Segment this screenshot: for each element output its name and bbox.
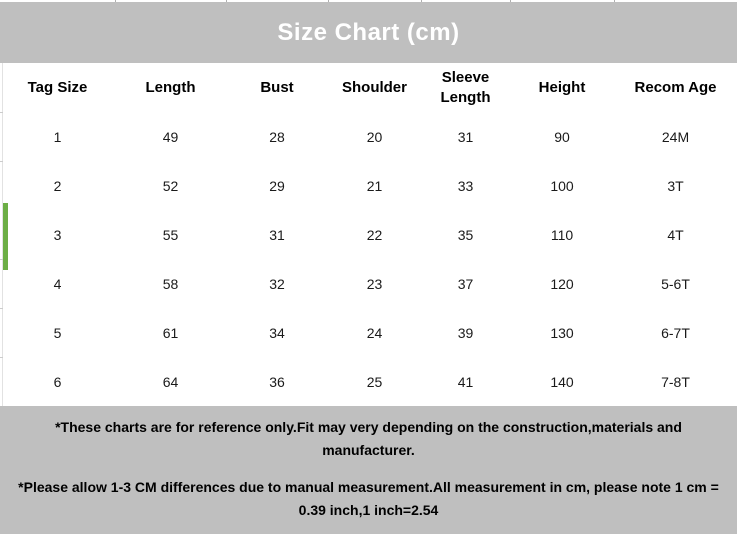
table-cell: 29 (269, 177, 285, 194)
table-cell: 5 (53, 324, 62, 341)
size-table: Tag Size Length Bust Shoulder Sleeve Len… (0, 63, 737, 406)
table-cell: 100 (550, 177, 574, 194)
table-cell: 22 (366, 226, 383, 243)
column-header-height: Height (538, 78, 586, 96)
scrollbar-thumb[interactable] (3, 203, 8, 270)
table-cell: 64 (162, 373, 179, 390)
table-cell: 52 (162, 177, 179, 194)
gridline-tick (0, 357, 3, 358)
table-cell: 25 (366, 373, 383, 390)
gridline-tick (0, 112, 3, 113)
left-gridline (2, 63, 3, 406)
table-cell: 4 (53, 275, 62, 292)
table-cell: 90 (554, 128, 570, 145)
table-cell: 24 (366, 324, 383, 341)
table-cell: 21 (366, 177, 383, 194)
table-cell: 6-7T (661, 324, 690, 341)
table-cell: 28 (269, 128, 285, 145)
column-header-sleeve-length: Sleeve Length (440, 68, 491, 106)
table-cell: 58 (162, 275, 179, 292)
table-row: 6 64 36 25 41 140 7-8T (0, 357, 737, 406)
table-cell: 24M (661, 128, 690, 145)
column-header-tag-size: Tag Size (27, 78, 88, 96)
table-cell: 32 (269, 275, 285, 292)
table-row: 4 58 32 23 37 120 5-6T (0, 259, 737, 308)
table-cell: 23 (366, 275, 383, 292)
header-row: Tag Size Length Bust Shoulder Sleeve Len… (0, 63, 737, 112)
table-cell: 39 (457, 324, 474, 341)
note-measurement-disclaimer: *Please allow 1-3 CM differences due to … (18, 479, 719, 518)
top-gridline-strip (0, 0, 737, 2)
gridline-tick (115, 0, 116, 2)
note-reference-disclaimer: *These charts are for reference only.Fit… (55, 419, 682, 458)
table-cell: 20 (366, 128, 383, 145)
table-cell: 61 (162, 324, 179, 341)
table-cell: 6 (53, 373, 62, 390)
table-cell: 37 (457, 275, 474, 292)
table-cell: 2 (53, 177, 62, 194)
gridline-tick (0, 259, 3, 260)
table-cell: 3 (53, 226, 62, 243)
table-cell: 3T (667, 177, 684, 194)
table-cell: 35 (457, 226, 474, 243)
table-cell: 49 (162, 128, 179, 145)
table-cell: 31 (269, 226, 285, 243)
gridline-tick (0, 308, 3, 309)
table-cell: 34 (269, 324, 285, 341)
gridline-tick (226, 0, 227, 2)
table-row: 3 55 31 22 35 110 4T (0, 210, 737, 259)
table-row: 1 49 28 20 31 90 24M (0, 112, 737, 161)
gridline-tick (614, 0, 615, 2)
column-header-bust: Bust (260, 78, 294, 96)
table-cell: 140 (550, 373, 574, 390)
table-cell: 130 (550, 324, 574, 341)
table-cell: 4T (667, 226, 684, 243)
page-title: Size Chart (cm) (277, 18, 460, 46)
table-cell: 31 (457, 128, 474, 145)
gridline-tick (421, 0, 422, 2)
table-cell: 1 (53, 128, 62, 145)
table-row: 2 52 29 21 33 100 3T (0, 161, 737, 210)
column-header-shoulder: Shoulder (341, 78, 407, 96)
gridline-tick (0, 161, 3, 162)
table-cell: 5-6T (661, 275, 690, 292)
table-cell: 41 (457, 373, 474, 390)
gridline-tick (510, 0, 511, 2)
footer-notes: *These charts are for reference only.Fit… (0, 406, 737, 534)
table-cell: 55 (162, 226, 179, 243)
table-cell: 36 (269, 373, 285, 390)
title-bar: Size Chart (cm) (0, 2, 737, 63)
table-cell: 120 (550, 275, 574, 292)
table-cell: 7-8T (661, 373, 690, 390)
table-cell: 33 (457, 177, 474, 194)
column-header-length: Length (145, 78, 196, 96)
table-row: 5 61 34 24 39 130 6-7T (0, 308, 737, 357)
gridline-tick (328, 0, 329, 2)
column-header-recom-age: Recom Age (634, 78, 717, 96)
table-cell: 110 (550, 226, 574, 243)
